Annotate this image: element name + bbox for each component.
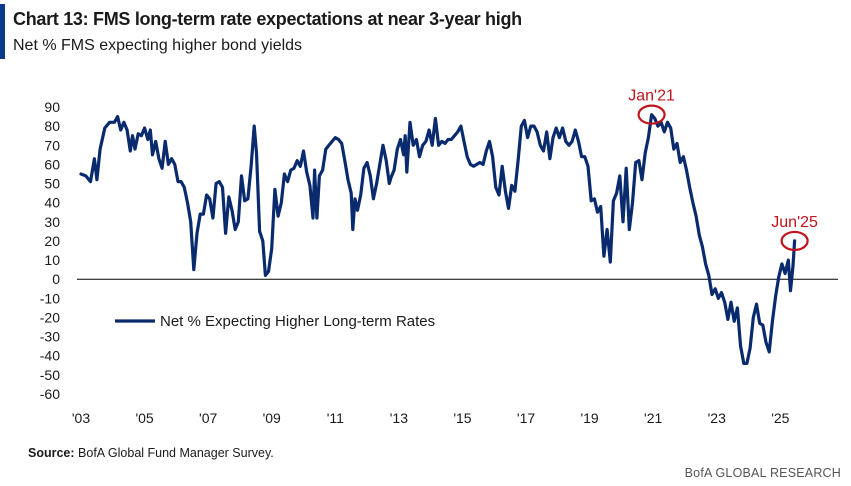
annotation-label: Jun'25: [771, 214, 818, 231]
x-tick-label: '03: [72, 410, 90, 426]
title-accent-bar: [0, 4, 5, 59]
brand-footer: BofA GLOBAL RESEARCH: [684, 466, 841, 480]
x-tick-label: '21: [644, 410, 662, 426]
chart-subtitle: Net % FMS expecting higher bond yields: [13, 37, 303, 54]
x-tick-label: '17: [517, 410, 535, 426]
y-tick-label: 20: [44, 233, 60, 249]
annotation-circle: [637, 104, 666, 125]
y-tick-label: -40: [40, 348, 60, 364]
x-tick-label: '15: [453, 410, 471, 426]
y-tick-label: -10: [40, 290, 60, 306]
source-text: BofA Global Fund Manager Survey.: [78, 446, 274, 460]
x-tick-label: '23: [708, 410, 726, 426]
x-tick-label: '07: [199, 410, 217, 426]
y-tick-label: -50: [40, 367, 60, 383]
series-line: [79, 113, 797, 365]
x-tick-label: '25: [771, 410, 789, 426]
legend-label: Net % Expecting Higher Long-term Rates: [160, 313, 435, 330]
y-tick-label: 50: [44, 176, 60, 192]
x-tick-label: '11: [327, 410, 344, 426]
y-tick-label: 40: [44, 195, 60, 211]
y-tick-label: 70: [44, 137, 60, 153]
x-tick-label: '13: [390, 410, 408, 426]
source-label: Source:: [28, 446, 75, 460]
source-note: Source: BofA Global Fund Manager Survey.: [28, 446, 274, 460]
annotation-label: Jan'21: [628, 88, 675, 105]
x-tick-label: '19: [580, 410, 598, 426]
x-tick-label: '05: [135, 410, 153, 426]
chart-title: Chart 13: FMS long-term rate expectation…: [13, 9, 522, 29]
y-tick-label: 80: [44, 118, 60, 134]
y-tick-label: 30: [44, 214, 60, 230]
y-tick-label: 60: [44, 156, 60, 172]
annotation-circle: [780, 230, 809, 252]
y-tick-label: 90: [44, 99, 60, 115]
y-tick-label: 10: [44, 252, 60, 268]
y-tick-label: -20: [40, 309, 60, 325]
y-tick-label: -60: [40, 386, 60, 402]
y-tick-label: 0: [52, 271, 60, 287]
x-tick-label: '09: [263, 410, 281, 426]
y-tick-label: -30: [40, 329, 60, 345]
